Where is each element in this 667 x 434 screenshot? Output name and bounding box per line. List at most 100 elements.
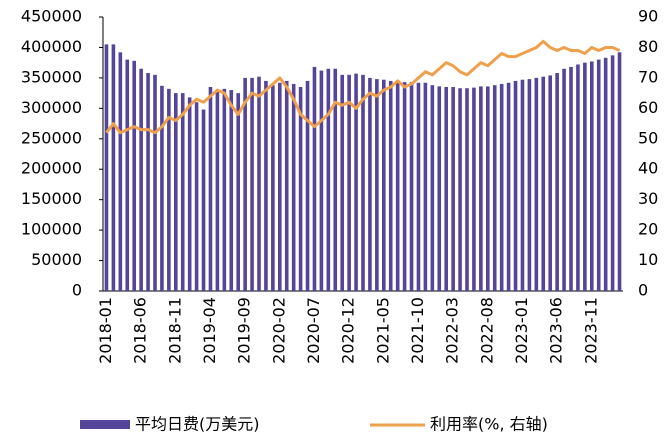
x-tick-label: 2018-06 [131, 297, 150, 364]
bar [492, 85, 497, 291]
legend-label: 利用率(%, 右轴) [430, 415, 548, 434]
x-tick-label: 2020-12 [339, 297, 358, 364]
bar [153, 74, 157, 291]
y-tick-label: 0 [72, 281, 82, 300]
bar [534, 77, 539, 291]
bar [382, 79, 386, 292]
bar [201, 109, 206, 291]
bar [291, 83, 296, 291]
y-tick-label: 250000 [21, 128, 82, 147]
bar [361, 74, 365, 291]
bar [513, 80, 518, 291]
bar [409, 82, 414, 291]
bar [326, 68, 331, 291]
bar [347, 74, 351, 291]
bar [354, 73, 358, 291]
bar [458, 88, 462, 292]
x-tick-label: 2022-03 [443, 297, 462, 364]
bar [264, 80, 268, 291]
y-tick-label: 200000 [21, 159, 82, 178]
bar [111, 44, 116, 292]
y-tick-label: 100000 [21, 220, 82, 239]
bar [416, 82, 421, 291]
y2-tick-label: 0 [638, 281, 648, 300]
y2-tick-label: 20 [638, 220, 658, 239]
bar [395, 80, 400, 291]
bar [541, 76, 546, 291]
bar [451, 87, 455, 292]
bar [596, 59, 601, 291]
bar [229, 90, 234, 291]
bar [486, 86, 490, 291]
bar [257, 76, 261, 291]
bar [520, 79, 525, 292]
y-tick-label: 450000 [21, 7, 82, 26]
y2-tick-label: 10 [638, 250, 658, 269]
bar [576, 64, 580, 291]
bar [472, 87, 476, 292]
y-tick-label: 300000 [21, 98, 82, 117]
y2-tick-label: 70 [638, 67, 658, 86]
x-tick-label: 2023-06 [547, 297, 566, 364]
bar [583, 62, 587, 291]
x-tick-label: 2022-08 [477, 297, 496, 364]
bar [139, 68, 143, 291]
bar [236, 93, 240, 291]
bar [548, 75, 552, 291]
x-tick-label: 2019-04 [200, 297, 219, 364]
bar [340, 74, 344, 291]
bar [271, 85, 275, 291]
bar [284, 80, 289, 291]
y2-tick-label: 90 [638, 7, 658, 26]
bar [298, 87, 303, 292]
bar [174, 93, 178, 291]
bar [104, 44, 109, 292]
bar [319, 70, 324, 292]
bar [278, 82, 282, 291]
bar [250, 77, 254, 291]
y-tick-label: 350000 [21, 67, 82, 86]
x-tick-label: 2020-07 [304, 297, 323, 364]
bar [375, 79, 379, 292]
x-tick-label: 2018-11 [165, 297, 184, 364]
bar [132, 60, 136, 292]
bar [243, 77, 247, 291]
x-tick-label: 2021-05 [373, 297, 392, 364]
bar [437, 86, 442, 291]
bar [187, 97, 192, 291]
bar [479, 86, 483, 291]
bar [465, 88, 469, 292]
bar [506, 82, 511, 291]
legend-label: 平均日费(万美元) [135, 415, 260, 434]
x-tick-label: 2021-10 [408, 297, 427, 364]
bar [562, 68, 566, 291]
bar [194, 102, 199, 291]
y2-tick-label: 80 [638, 37, 658, 56]
y2-tick-label: 30 [638, 189, 658, 208]
bar [610, 55, 615, 291]
bar [388, 80, 393, 291]
y2-tick-label: 40 [638, 159, 658, 178]
bar [555, 73, 559, 291]
bar [160, 85, 164, 291]
y-tick-label: 50000 [31, 250, 82, 269]
bar [215, 90, 220, 291]
bar [118, 52, 123, 292]
bar [569, 66, 573, 291]
x-tick-label: 2023-01 [512, 297, 531, 364]
x-tick-label: 2019-09 [235, 297, 254, 364]
bar [222, 88, 227, 291]
bar [167, 88, 171, 291]
bar [208, 87, 213, 292]
bar [590, 61, 594, 292]
line [105, 39, 621, 135]
bar [617, 52, 622, 292]
y2-tick-label: 50 [638, 128, 658, 147]
x-tick-label: 2023-11 [581, 297, 600, 364]
bar [423, 82, 428, 291]
x-tick-label: 2020-02 [269, 297, 288, 364]
y2-tick-label: 60 [638, 98, 658, 117]
y-tick-label: 150000 [21, 189, 82, 208]
bar [125, 59, 130, 291]
